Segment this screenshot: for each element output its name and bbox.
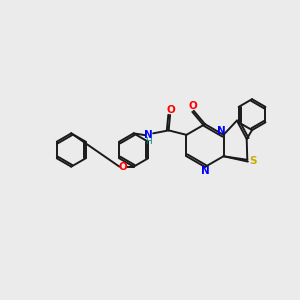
Text: O: O [118, 162, 127, 172]
Text: H: H [146, 136, 152, 146]
Text: S: S [249, 156, 256, 166]
Text: O: O [189, 101, 197, 111]
Text: O: O [166, 105, 175, 115]
Text: N: N [144, 130, 153, 140]
Text: N: N [217, 126, 226, 136]
Text: N: N [201, 166, 209, 176]
